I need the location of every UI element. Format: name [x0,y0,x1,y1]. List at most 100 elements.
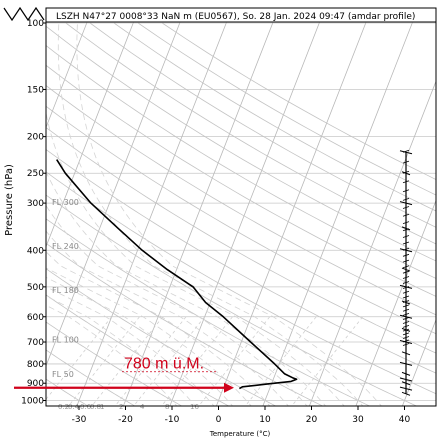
pressure-tick-label: 600 [27,313,44,323]
mixing-ratio-line [91,316,164,406]
mixing-ratio-line [244,316,317,406]
wind-barb [402,213,410,217]
wind-barb [399,284,413,289]
wind-barb [402,228,410,232]
dry-adiabat [46,44,436,279]
isotherm [76,14,230,406]
dry-adiabat [46,294,230,406]
mixing-ratio-label: 1 [100,403,104,411]
wind-barb [401,371,411,376]
wind-barb [402,324,410,328]
pressure-tick-label: 400 [27,246,44,256]
wind-barb [402,265,410,269]
wind-barb [402,332,410,336]
wind-barb [402,304,410,308]
temperature-tick-label: -30 [72,415,87,425]
dry-adiabat [137,22,436,196]
mixing-ratio-label: 4 [140,403,145,411]
isotherm [308,80,436,406]
flight-level-label: FL 300 [52,198,79,207]
wind-barb [402,339,410,343]
dry-adiabat [46,171,436,395]
mixing-ratio-line [68,316,140,406]
chart-title: LSZH N47°27 0008°33 NaN m (EU0567), So. … [56,12,415,22]
wind-barb [402,308,410,312]
dry-adiabat [46,25,436,262]
isotherm [169,14,323,406]
mixing-ratio-line [198,316,271,406]
temperature-tick-label: 30 [352,415,364,425]
dry-adiabat [46,64,436,297]
wind-barb [401,171,411,176]
wind-barb [399,248,413,253]
wind-barb [402,221,410,225]
wind-barb [402,253,410,257]
dry-adiabat [46,218,371,406]
mixing-ratio-line [114,316,187,406]
pressure-tick-label: 900 [27,379,44,389]
wind-barb [402,197,410,201]
wind-barb [402,295,410,299]
pressure-tick-label: 700 [27,338,44,348]
wind-barb [402,290,410,294]
dry-adiabat [46,321,183,406]
wind-barb [402,328,410,332]
temperature-tick-label: 10 [259,415,271,425]
dry-adiabat [46,85,436,316]
wind-barb [402,321,410,324]
wind-barb [402,343,410,346]
wind-barb [402,170,410,174]
wind-barb [399,201,413,206]
wind-barb [399,361,413,366]
wind-barb [401,267,411,272]
wind-barb [402,189,410,193]
title-bar [45,7,437,23]
mixing-ratio-line [46,316,112,400]
pressure-tick-label: 100 [27,19,44,29]
dry-adiabat [46,378,89,406]
temperature-tick-label: -10 [165,415,180,425]
wind-barb [401,381,411,386]
y-axis-label: Pressure (hPa) [4,164,15,236]
dry-adiabat [46,148,436,374]
wind-barb [402,259,410,263]
mixing-ratio-label: 8 [165,403,169,411]
wind-barb [402,241,410,245]
wind-barb [402,247,410,251]
wind-barb [399,340,413,345]
elevation-annotation: 780 m ü.M. [124,356,204,373]
dry-adiabat [46,268,277,406]
flight-level-label: FL 50 [52,370,74,379]
wind-barb [402,235,410,238]
wind-barb [399,377,413,382]
wind-barb [402,313,410,316]
pressure-tick-label: 1000 [21,397,44,407]
pressure-tick-label: 250 [27,169,44,179]
wind-barb [401,226,411,231]
wind-barb [402,281,410,284]
isotherm [355,199,436,406]
annotation-arrow-head [224,382,234,393]
wind-barb [402,300,410,303]
mixing-ratio-label: 0.6 [80,403,92,411]
dry-adiabat [46,242,324,406]
wind-barb [402,317,410,320]
temperature-tick-label: 0 [216,415,222,425]
wind-barb [402,160,410,164]
mixing-ratio-line [133,316,205,406]
wind-barb [401,351,411,356]
dry-adiabat [46,349,136,406]
pressure-tick-label: 150 [27,85,44,95]
isotherm [122,14,277,406]
flight-level-label: FL 180 [52,286,79,295]
dry-adiabat [46,127,436,354]
wind-barb [402,206,410,209]
mixing-ratio-label: 2 [119,403,123,411]
temperature-profile-line [56,159,298,390]
pressure-tick-label: 500 [27,283,44,293]
isotherm [46,14,91,129]
wind-barb [402,336,410,339]
wind-barb [401,300,411,305]
wind-barb [402,149,410,153]
